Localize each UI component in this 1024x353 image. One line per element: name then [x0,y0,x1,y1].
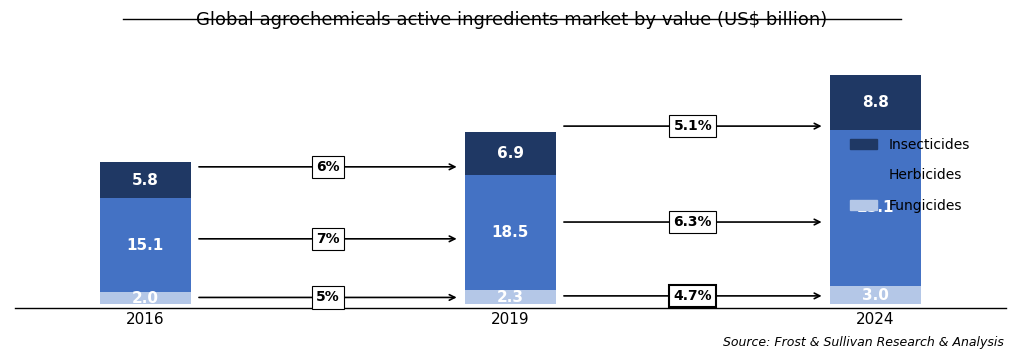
Text: 6.9: 6.9 [497,146,524,161]
Text: 15.1: 15.1 [127,238,164,252]
Text: Source: Frost & Sullivan Research & Analysis: Source: Frost & Sullivan Research & Anal… [723,336,1004,349]
Text: 5%: 5% [316,291,340,304]
Text: 2.3: 2.3 [497,290,524,305]
Text: 3.0: 3.0 [862,288,889,303]
Bar [465,175,556,290]
Text: 5.1%: 5.1% [674,119,712,133]
Bar [99,292,190,304]
Bar [829,75,921,130]
Text: 6.3%: 6.3% [674,215,712,229]
Text: 7%: 7% [316,232,340,246]
Text: 6%: 6% [316,160,340,174]
Text: 25.1: 25.1 [856,200,894,215]
Legend: Insecticides, Herbicides, Fungicides: Insecticides, Herbicides, Fungicides [844,132,976,219]
Bar [99,198,190,292]
Bar [829,286,921,304]
Text: Global agrochemicals active ingredients market by value (US$ billion): Global agrochemicals active ingredients … [197,11,827,29]
Bar [829,130,921,286]
Text: 18.5: 18.5 [492,225,529,240]
Bar [465,290,556,304]
Text: 2.0: 2.0 [132,291,159,306]
Bar [465,132,556,175]
Text: 4.7%: 4.7% [674,289,712,303]
Text: 8.8: 8.8 [862,95,889,110]
Text: 5.8: 5.8 [132,173,159,187]
Bar [99,162,190,198]
